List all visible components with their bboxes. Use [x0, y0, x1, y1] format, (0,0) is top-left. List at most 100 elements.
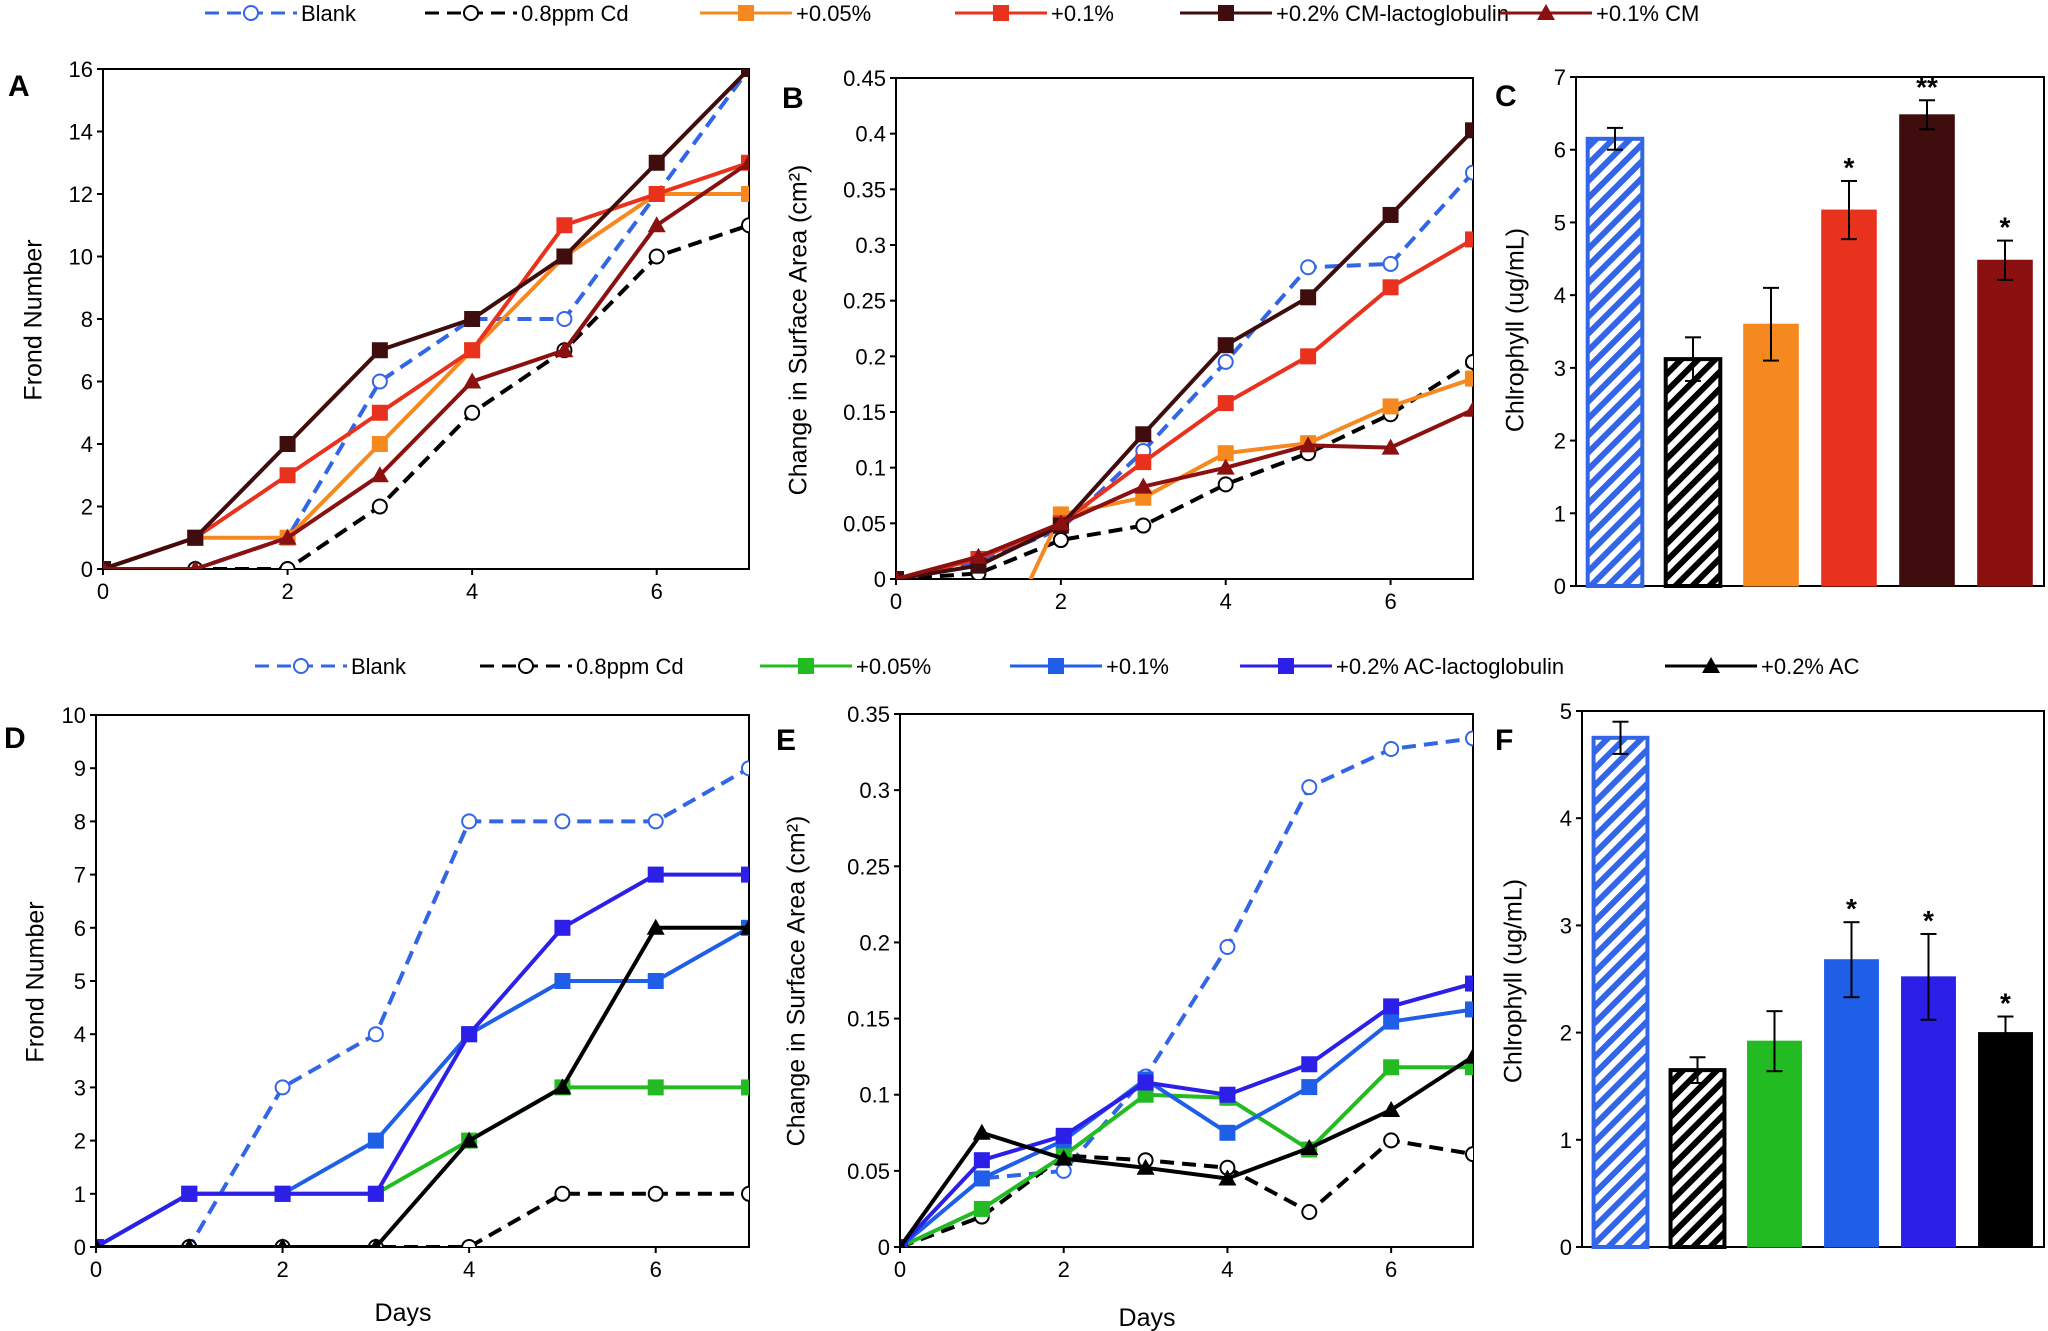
y-axis-label: Change in Surface Area (cm²): [783, 816, 811, 1147]
y-tick-label: 0.45: [843, 66, 886, 91]
data-point: [740, 918, 749, 935]
data-point: [187, 529, 204, 546]
significance-marker: *: [1844, 152, 1855, 183]
series-line: [900, 736, 1473, 1247]
y-tick-label: 8: [74, 809, 86, 834]
data-point: [1465, 353, 1473, 370]
bar: [1977, 259, 2033, 587]
bar: [1821, 209, 1877, 587]
data-point: [371, 373, 388, 390]
y-axis-label: Chlrophyll (ug/mL): [1500, 879, 1528, 1083]
series-line: [96, 872, 749, 1247]
data-point: [1383, 1013, 1400, 1030]
bar-group-0-05: [1743, 286, 1799, 587]
data-point: [1465, 231, 1473, 248]
series-0-2-ac-lactoglobulin: [96, 866, 749, 1247]
x-tick-label: 0: [890, 589, 902, 614]
x-tick-label: 6: [1385, 1257, 1397, 1282]
data-point: [367, 1132, 384, 1149]
y-tick-label: 1: [1554, 501, 1566, 526]
data-point: [461, 1239, 478, 1247]
y-axis-label: Chlrophyll (ug/mL): [1502, 228, 1530, 432]
bar: [1663, 357, 1723, 589]
series-line: [900, 1065, 1473, 1247]
bar-group-0-2-ac-lactoglobulin: *: [1901, 905, 1956, 1248]
data-point: [1135, 517, 1152, 534]
legend-label: +0.05%: [796, 1, 871, 26]
y-tick-label: 8: [81, 307, 93, 332]
data-point: [1135, 426, 1152, 443]
y-tick-label: 2: [1554, 429, 1566, 454]
plot-frame: [1575, 76, 2045, 587]
data-point: [461, 1026, 478, 1043]
y-tick-label: 0.35: [847, 702, 890, 727]
bar: [1978, 1032, 2033, 1248]
data-point: [1382, 279, 1399, 296]
legend-marker: [293, 658, 309, 674]
bar: [1899, 114, 1955, 587]
y-tick-label: 3: [1560, 913, 1572, 938]
legend-middle: Blank 0.8ppm Cd +0.05% +0.1% +0.2% AC-lactog…: [255, 654, 1860, 679]
series-0-2-ac-lactoglobulin: [900, 975, 1473, 1247]
x-tick-label: 2: [276, 1257, 288, 1282]
data-point: [554, 919, 571, 936]
bar: [1668, 1068, 1727, 1249]
bar: [1824, 959, 1879, 1248]
series-0-2-cm-lactoglobulin: [103, 69, 749, 569]
data-point: [1216, 458, 1235, 475]
data-point: [1136, 1158, 1155, 1175]
series-0-2-ac: [900, 1047, 1473, 1247]
data-point: [461, 813, 478, 830]
x-tick-label: 0: [894, 1257, 906, 1282]
plot-frame: [102, 68, 750, 570]
bar: [1747, 1040, 1802, 1248]
series-line: [900, 981, 1473, 1247]
legend-marker: [738, 5, 754, 21]
y-tick-label: 2: [74, 1129, 86, 1154]
x-tick-label: 4: [1221, 1257, 1233, 1282]
data-point: [279, 467, 296, 484]
data-point: [1300, 348, 1317, 365]
legend-marker: [993, 5, 1009, 21]
data-point: [740, 153, 749, 170]
legend-top: Blank 0.8ppm Cd +0.05% +0.1% +0.2% CM-lactog…: [205, 1, 1699, 26]
y-tick-label: 3: [74, 1075, 86, 1100]
series-line: [900, 1007, 1473, 1247]
bar-group-0-05: [1747, 1010, 1802, 1248]
data-point: [1300, 289, 1317, 306]
data-point: [553, 1078, 572, 1095]
x-tick-label: 4: [1220, 589, 1232, 614]
series-line: [896, 128, 1473, 579]
bar-group-0-1-cm: *: [1977, 212, 2033, 587]
legend-item-0-1-cm: +0.1% CM: [1500, 1, 1699, 26]
x-tick-label: 4: [463, 1257, 475, 1282]
y-tick-label: 0.15: [843, 400, 886, 425]
series-line: [103, 223, 749, 569]
y-tick-label: 16: [69, 57, 93, 82]
data-point: [1299, 436, 1318, 453]
legend-label: Blank: [301, 1, 357, 26]
x-tick-label: 6: [650, 1257, 662, 1282]
x-tick-label: 0: [90, 1257, 102, 1282]
y-tick-label: 0: [74, 1235, 86, 1260]
data-point: [370, 466, 389, 483]
bar-group-0-8ppm-cd: [1663, 336, 1723, 589]
panel-a: A Frond Number 0 2 4 6 8 10 12 14 16 0 2 4 6: [8, 57, 750, 604]
series-line: [103, 69, 749, 569]
data-point: [554, 813, 571, 830]
data-point: [1383, 998, 1400, 1015]
legend-label: +0.1%: [1051, 1, 1114, 26]
data-point: [96, 1238, 102, 1247]
data-point: [103, 560, 109, 569]
legend-marker: [1048, 658, 1064, 674]
y-tick-label: 0: [878, 1235, 890, 1260]
bar: [1743, 323, 1799, 587]
data-point: [371, 498, 388, 515]
y-tick-label: 5: [1560, 699, 1572, 724]
data-point: [972, 1123, 991, 1140]
legend-item-blank: Blank: [205, 1, 357, 26]
y-tick-label: 0.15: [847, 1007, 890, 1032]
data-point: [1054, 1149, 1073, 1166]
data-point: [460, 1131, 479, 1148]
legend-label: +0.1% CM: [1596, 1, 1699, 26]
